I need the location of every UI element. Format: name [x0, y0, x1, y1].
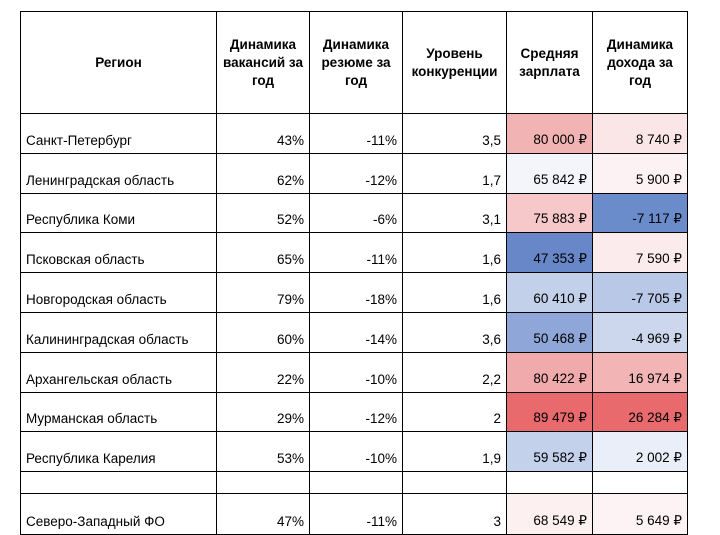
cell-income: 5 649 ₽ — [592, 493, 688, 535]
header-vacancies: Динамика вакансий за год — [216, 11, 310, 114]
cell-salary: 50 468 ₽ — [506, 311, 593, 353]
cell-income: 16 974 ₽ — [592, 351, 688, 393]
cell-region: Новгородская область — [20, 272, 217, 313]
cell-region: Ленинградская область — [20, 152, 217, 194]
spacer-cell — [309, 471, 403, 495]
header-competition: Уровень конкуренции — [402, 11, 507, 114]
table-row: Республика Карелия 53% -10% 1,9 59 582 ₽2 00… — [20, 431, 688, 473]
cell-competition: 3,1 — [402, 192, 507, 234]
salary-table: Регион Динамика вакансий за год Динамика… — [20, 11, 688, 535]
table-row: Республика Коми 52% -6% 3,1 75 883 ₽ -7 117 ₽ — [20, 192, 688, 234]
cell-vacancies: 79% — [216, 272, 310, 313]
cell-resumes: -6% — [309, 192, 403, 234]
cell-vacancies: 62% — [216, 152, 310, 194]
cell-vacancies: 47% — [216, 493, 310, 535]
cell-region: Республика Коми — [20, 192, 217, 234]
cell-salary: 80 000 ₽ — [506, 113, 593, 154]
cell-competition: 3,5 — [402, 113, 507, 154]
cell-resumes: -11% — [309, 113, 403, 154]
cell-resumes: -10% — [309, 431, 403, 473]
cell-income: -7 705 ₽ — [592, 272, 688, 313]
cell-vacancies: 52% — [216, 192, 310, 234]
spacer-cell — [402, 471, 507, 495]
cell-competition: 1,7 — [402, 152, 507, 194]
spacer-cell — [592, 471, 688, 495]
cell-vacancies: 65% — [216, 232, 310, 274]
table-row: Санкт-Петербург 43% -11% 3,5 80 000 ₽8 740 ₽ — [20, 113, 688, 154]
cell-vacancies: 53% — [216, 431, 310, 473]
header-income: Динамика дохода за год — [592, 11, 688, 114]
table-row: Архангельская область 22% -10% 2,2 80 422 ₽1… — [20, 351, 688, 393]
cell-resumes: -12% — [309, 152, 403, 194]
cell-salary: 47 353 ₽ — [506, 232, 593, 274]
cell-vacancies: 60% — [216, 311, 310, 353]
cell-region: Псковская область — [20, 232, 217, 274]
table-row: Калининградская область 60% -14% 3,6 50 468 … — [20, 311, 688, 353]
cell-region: Калининградская область — [20, 311, 217, 353]
cell-vacancies: 29% — [216, 391, 310, 433]
table-row: Ленинградская область 62% -12% 1,7 65 842 ₽5… — [20, 152, 688, 194]
total-row: Северо-Западный ФО 47% -11% 3 68 549 ₽5 649 … — [20, 493, 688, 535]
cell-salary: 89 479 ₽ — [506, 391, 593, 433]
cell-competition: 2 — [402, 391, 507, 433]
cell-salary: 65 842 ₽ — [506, 152, 593, 194]
cell-income: -4 969 ₽ — [592, 311, 688, 353]
cell-salary: 59 582 ₽ — [506, 431, 593, 473]
cell-region: Северо-Западный ФО — [20, 493, 217, 535]
cell-income: 8 740 ₽ — [592, 113, 688, 154]
cell-competition: 2,2 — [402, 351, 507, 393]
cell-resumes: -14% — [309, 311, 403, 353]
cell-income: 26 284 ₽ — [592, 391, 688, 433]
cell-salary: 80 422 ₽ — [506, 351, 593, 393]
cell-income: 5 900 ₽ — [592, 152, 688, 194]
cell-region: Санкт-Петербург — [20, 113, 217, 154]
header-row: Регион Динамика вакансий за год Динамика… — [20, 11, 688, 114]
header-resumes: Динамика резюме за год — [309, 11, 403, 114]
spacer-cell — [216, 471, 310, 495]
cell-region: Мурманская область — [20, 391, 217, 433]
cell-region: Архангельская область — [20, 351, 217, 393]
spacer-cell — [20, 471, 217, 495]
table-row: Мурманская область 29% -12% 2 89 479 ₽26 284… — [20, 391, 688, 433]
cell-competition: 1,6 — [402, 232, 507, 274]
cell-resumes: -11% — [309, 493, 403, 535]
cell-salary: 75 883 ₽ — [506, 192, 593, 234]
cell-vacancies: 22% — [216, 351, 310, 393]
cell-income: 7 590 ₽ — [592, 232, 688, 274]
spacer-cell — [506, 471, 593, 495]
cell-competition: 1,9 — [402, 431, 507, 473]
cell-competition: 3 — [402, 493, 507, 535]
cell-vacancies: 43% — [216, 113, 310, 154]
table-row: Новгородская область 79% -18% 1,6 60 410 ₽ -7… — [20, 272, 688, 313]
header-region: Регион — [20, 11, 217, 114]
cell-region: Республика Карелия — [20, 431, 217, 473]
cell-salary: 60 410 ₽ — [506, 272, 593, 313]
spacer-row — [20, 471, 688, 495]
cell-resumes: -11% — [309, 232, 403, 274]
header-salary: Средняя зарплата — [506, 11, 593, 114]
cell-resumes: -10% — [309, 351, 403, 393]
table-row: Псковская область 65% -11% 1,6 47 353 ₽7 590… — [20, 232, 688, 274]
cell-resumes: -18% — [309, 272, 403, 313]
cell-resumes: -12% — [309, 391, 403, 433]
cell-salary: 68 549 ₽ — [506, 493, 593, 535]
cell-income: -7 117 ₽ — [592, 192, 688, 234]
cell-income: 2 002 ₽ — [592, 431, 688, 473]
cell-competition: 1,6 — [402, 272, 507, 313]
cell-competition: 3,6 — [402, 311, 507, 353]
